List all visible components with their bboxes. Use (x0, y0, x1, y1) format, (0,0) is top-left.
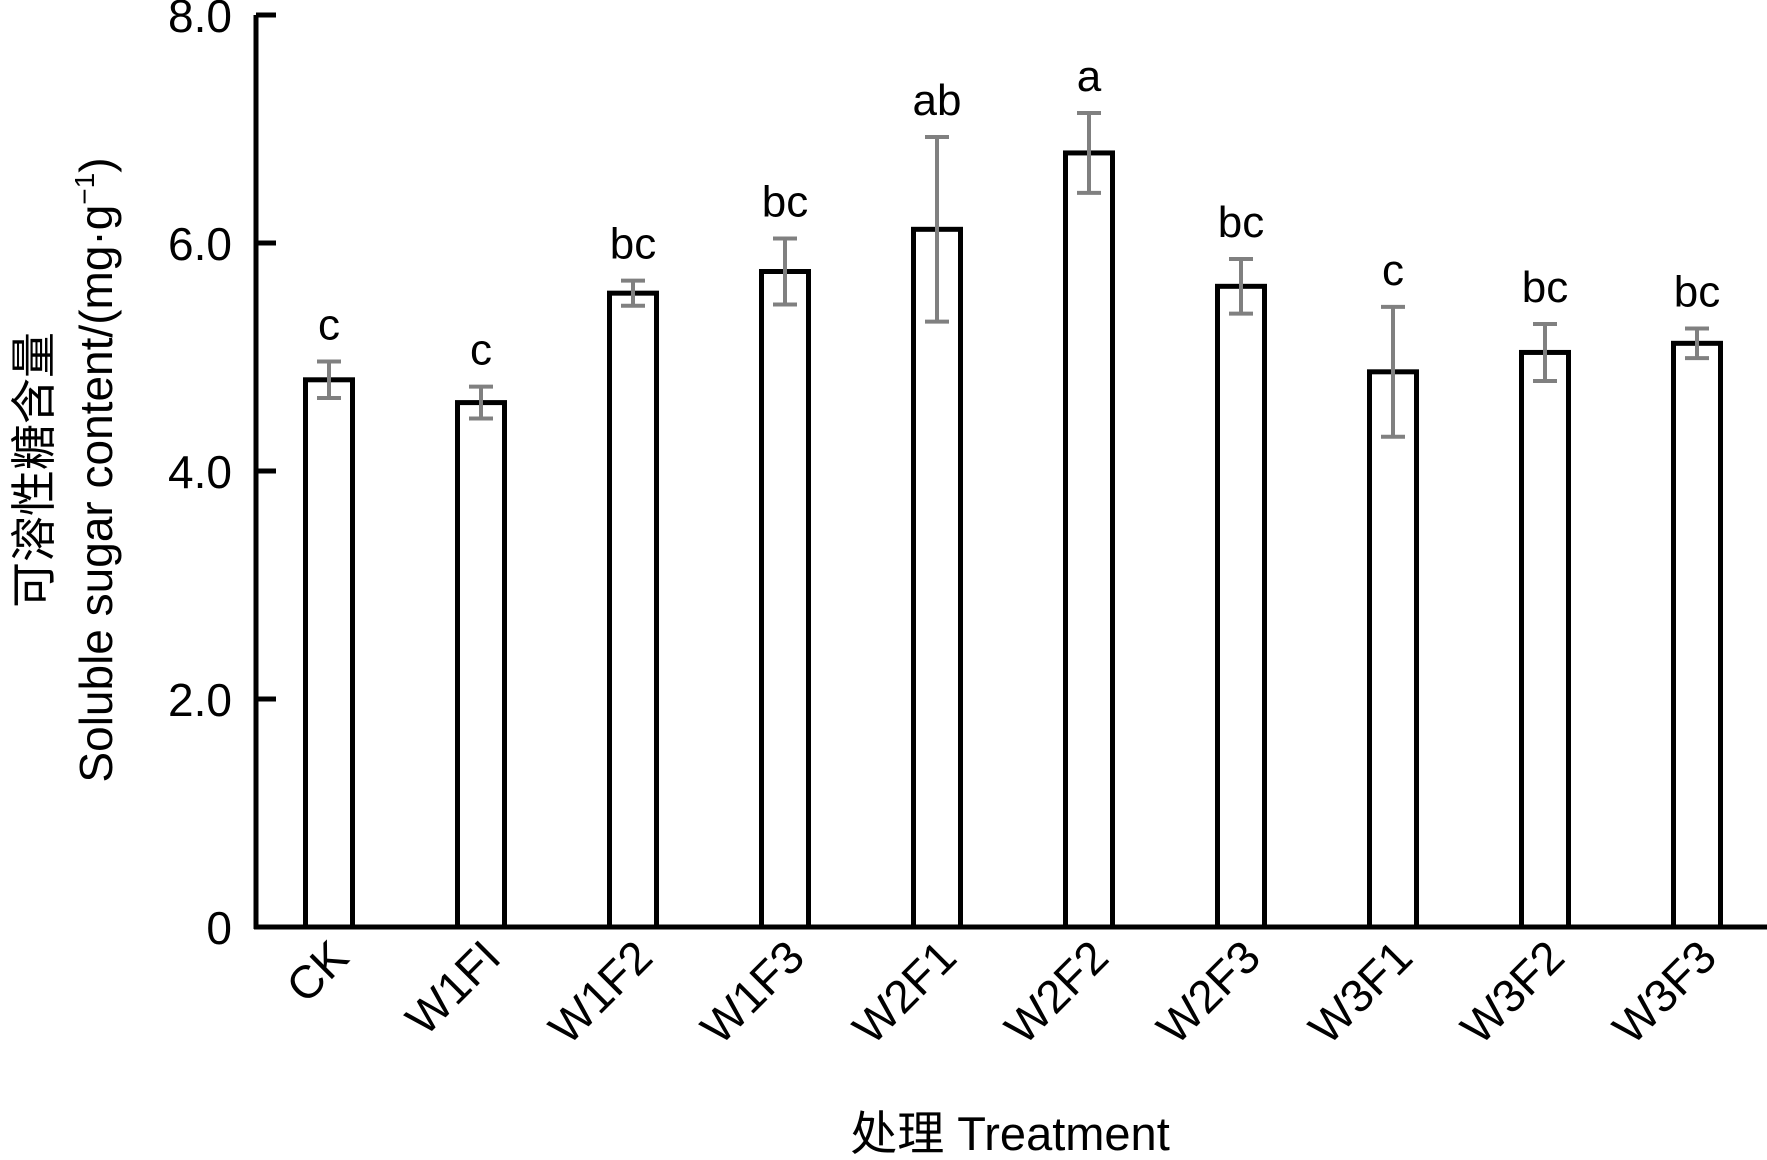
significance-letter: bc (1522, 263, 1568, 312)
x-tick-label: W2F2 (995, 930, 1119, 1054)
bar-w2f1 (911, 226, 963, 930)
bar-w2f2 (1063, 150, 1115, 930)
bar-w3f2 (1519, 349, 1571, 930)
y-tick-label: 6.0 (168, 218, 232, 270)
significance-letter: c (470, 326, 492, 375)
significance-letter: c (318, 301, 340, 350)
y-axis-label-en-sup: −1 (69, 173, 100, 205)
bar-w1fi (455, 400, 507, 930)
x-ticks-group: CK W1FI W1F2 W1F3 W2F1 W2F2 W2F3 W3F1 W3F2 W3F3 (276, 930, 1726, 1054)
y-axis-label: 可溶性糖含量 Soluble sugar content/(mg·g−1) (8, 157, 122, 782)
x-tick-label: W1FI (396, 930, 510, 1044)
significance-letter: bc (1674, 268, 1720, 317)
significance-letter: bc (762, 177, 808, 226)
x-tick-label: W3F3 (1603, 930, 1727, 1054)
y-axis-label-en-close: ) (70, 157, 122, 172)
x-tick-label: W2F1 (843, 930, 967, 1054)
y-axis-label-cn: 可溶性糖含量 (8, 332, 60, 608)
bar-ck (303, 377, 355, 930)
bars-group: c c bc bc ab a bc c bc bc (303, 52, 1723, 930)
y-tick-label: 0 (206, 902, 232, 954)
bar-w1f2 (607, 290, 659, 930)
x-tick-label: W1F2 (539, 930, 663, 1054)
bar-w3f3 (1671, 340, 1723, 930)
x-tick-label: W3F2 (1451, 930, 1575, 1054)
bar-w1f3 (759, 269, 811, 930)
significance-letter: bc (1218, 198, 1264, 247)
y-axis-label-en: Soluble sugar content/(mg·g−1) (69, 157, 122, 782)
significance-letter: ab (913, 76, 962, 125)
y-axis-label-en-main: Soluble sugar content/(mg·g (70, 205, 122, 783)
x-axis-label: 处理 Treatment (850, 1107, 1170, 1160)
x-tick-label: W1F3 (691, 930, 815, 1054)
y-ticks-group: 0 2.0 4.0 6.0 8.0 (168, 0, 276, 954)
bar-w2f3 (1215, 283, 1267, 930)
x-tick-label: CK (276, 930, 358, 1012)
y-tick-label: 8.0 (168, 0, 232, 42)
y-tick-label: 2.0 (168, 674, 232, 726)
significance-letter: c (1382, 246, 1404, 295)
x-tick-label: W2F3 (1147, 930, 1271, 1054)
bar-w3f1 (1367, 369, 1419, 930)
significance-letter: a (1077, 52, 1102, 101)
significance-letter: bc (610, 220, 656, 269)
x-tick-label: W3F1 (1299, 930, 1423, 1054)
y-tick-label: 4.0 (168, 446, 232, 498)
